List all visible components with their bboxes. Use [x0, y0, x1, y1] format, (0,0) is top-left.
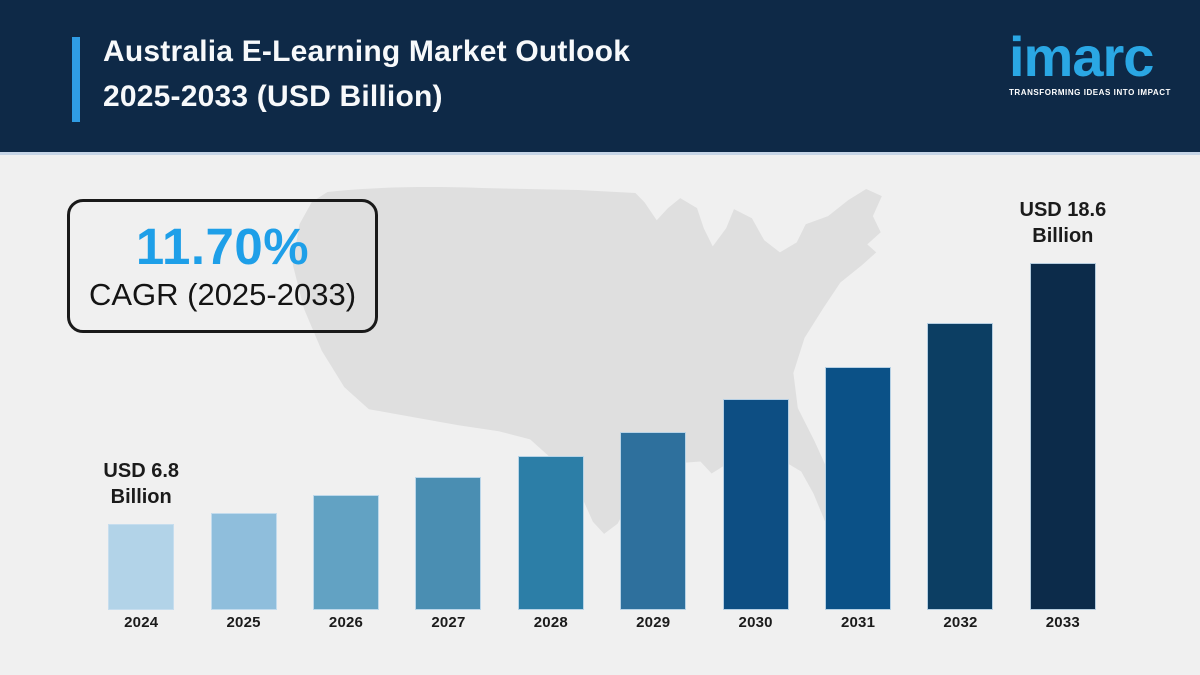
page-title: Australia E-Learning Market Outlook 2025… — [103, 29, 630, 119]
bar-2031 — [825, 367, 892, 610]
bar-2027 — [415, 477, 482, 610]
cagr-value: 11.70% — [135, 217, 310, 275]
bar-column-2027 — [397, 0, 499, 610]
year-label-2024: 2024 — [124, 614, 159, 631]
year-label-2033: 2033 — [1045, 614, 1080, 631]
usa-map-path — [292, 187, 882, 554]
year-label-2027: 2027 — [431, 614, 466, 631]
title-accent-bar — [72, 37, 80, 122]
bar-column-2028 — [500, 0, 602, 610]
cagr-box: 11.70% CAGR (2025-2033) — [67, 199, 378, 333]
year-label-2032: 2032 — [943, 614, 978, 631]
header: Australia E-Learning Market Outlook 2025… — [0, 0, 1200, 155]
year-label-2029: 2029 — [636, 614, 671, 631]
bar-2032 — [927, 323, 994, 610]
cagr-label: CAGR (2025-2033) — [88, 276, 357, 312]
bar-2024 — [108, 524, 175, 610]
bar-2025 — [210, 513, 277, 610]
bar-2033 — [1029, 263, 1096, 610]
bar-column-2031 — [807, 0, 909, 610]
title-line-2: 2025-2033 (USD Billion) — [103, 80, 443, 113]
title-line-1: Australia E-Learning Market Outlook — [103, 35, 631, 68]
bar-2030 — [722, 399, 789, 610]
year-label-2030: 2030 — [738, 614, 773, 631]
bar-2028 — [517, 456, 584, 610]
bar-column-2030 — [704, 0, 806, 610]
value-label-2033: USD 18.6 Billion — [1019, 199, 1107, 247]
year-label-2026: 2026 — [328, 614, 364, 631]
value-label-2024: USD 6.8 Billion — [103, 460, 179, 508]
bar-column-2033: USD 18.6 Billion — [1012, 0, 1114, 610]
bar-2026 — [313, 495, 380, 610]
year-label-2025: 2025 — [226, 614, 261, 631]
imarc-logo-tagline: TRANSFORMING IDEAS INTO IMPACT — [1009, 88, 1171, 97]
usa-map-watermark — [292, 187, 882, 554]
bar-column-2032 — [909, 0, 1011, 610]
bars-row: USD 6.8 Billion USD 18.6 Billion — [90, 0, 1114, 610]
bar-column-2026 — [295, 0, 397, 610]
imarc-logo-text: imarc — [1009, 25, 1154, 88]
year-labels-row: 2024 2025 2026 2027 2028 2029 2030 2031 2032 2033 — [90, 614, 1114, 631]
year-label-2028: 2028 — [533, 614, 568, 631]
bar-column-2024: USD 6.8 Billion — [90, 0, 192, 610]
bar-2029 — [620, 432, 687, 610]
bar-column-2025 — [192, 0, 294, 610]
bar-column-2029 — [602, 0, 704, 610]
year-label-2031: 2031 — [840, 614, 876, 631]
imarc-logo: imarc TRANSFORMING IDEAS INTO IMPACT — [1009, 25, 1171, 98]
